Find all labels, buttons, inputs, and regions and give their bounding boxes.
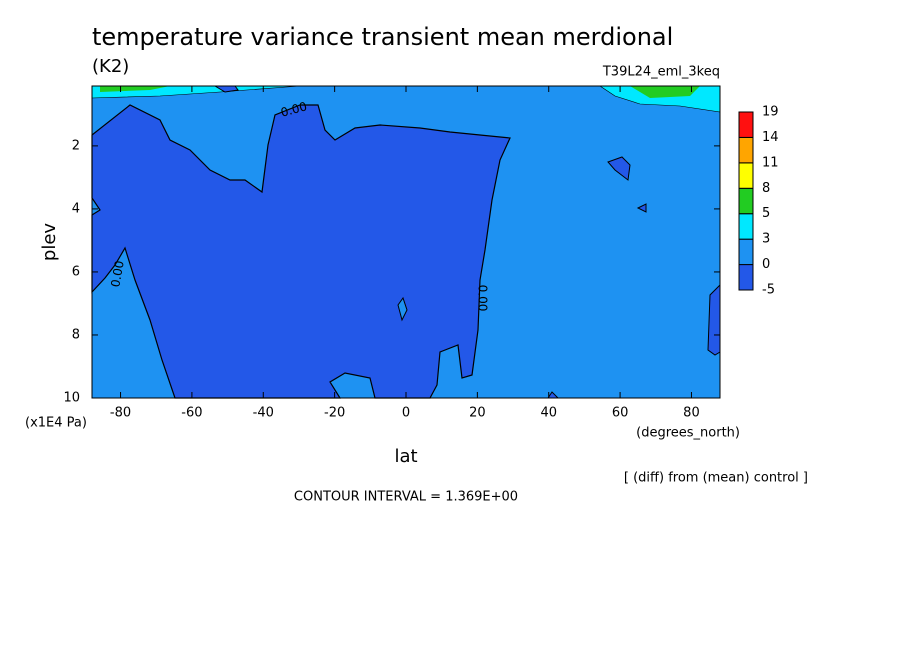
colorbar-swatch — [738, 264, 754, 291]
region — [707, 283, 721, 356]
x-tick-label: 0 — [402, 406, 410, 421]
y-tick-label: 8 — [72, 327, 80, 342]
colorbar-swatch — [738, 238, 754, 266]
y-axis-units: (x1E4 Pa) — [25, 416, 87, 431]
region — [607, 156, 631, 181]
colorbar-label: 5 — [762, 206, 770, 221]
x-tick-label: 60 — [612, 406, 629, 421]
x-tick-label: -80 — [110, 406, 131, 421]
chart-subtitle: (K2) — [92, 56, 129, 77]
y-tick-label: 6 — [72, 264, 80, 279]
x-tick-label: -20 — [324, 406, 345, 421]
colorbar-label: -5 — [762, 283, 775, 298]
colorbar-swatch — [738, 187, 754, 215]
note: [ (diff) from (mean) control ] — [624, 471, 808, 486]
region — [630, 86, 700, 98]
x-axis-units: (degrees_north) — [636, 426, 740, 441]
colorbar-swatch — [738, 136, 754, 164]
y-tick-label: 4 — [72, 201, 80, 216]
x-tick-label: 40 — [540, 406, 557, 421]
y-tick-label: 2 — [72, 138, 80, 153]
region — [397, 296, 408, 322]
footer: CONTOUR INTERVAL = 1.369E+00 — [294, 490, 518, 505]
contour-label: 0.00 — [279, 99, 308, 119]
region — [91, 104, 511, 399]
region — [636, 203, 647, 213]
colorbar-swatch — [738, 111, 754, 138]
x-tick-label: -60 — [181, 406, 202, 421]
contour-field — [91, 85, 721, 399]
x-tick-label: -40 — [253, 406, 274, 421]
x-tick-label: 20 — [469, 406, 486, 421]
y-tick-label: 10 — [63, 391, 80, 406]
contour-label: 0.00 — [476, 285, 490, 312]
x-tick-label: 80 — [683, 406, 700, 421]
dataset-label: T39L24_eml_3keq — [602, 65, 720, 80]
chart-title: temperature variance transient mean merd… — [92, 23, 673, 51]
colorbar-label: 3 — [762, 232, 770, 247]
y-axis-label: plev — [39, 223, 60, 262]
colorbar-label: 19 — [762, 105, 779, 120]
colorbar-swatch — [738, 162, 754, 189]
x-axis-label: lat — [394, 446, 417, 467]
region — [100, 86, 170, 92]
colorbar-label: 11 — [762, 155, 779, 170]
colorbar-swatch — [738, 213, 754, 240]
colorbar-label: 0 — [762, 257, 770, 272]
colorbar-label: 14 — [762, 130, 779, 145]
contour-label: 0.00 — [108, 260, 126, 289]
colorbar-label: 8 — [762, 181, 770, 196]
